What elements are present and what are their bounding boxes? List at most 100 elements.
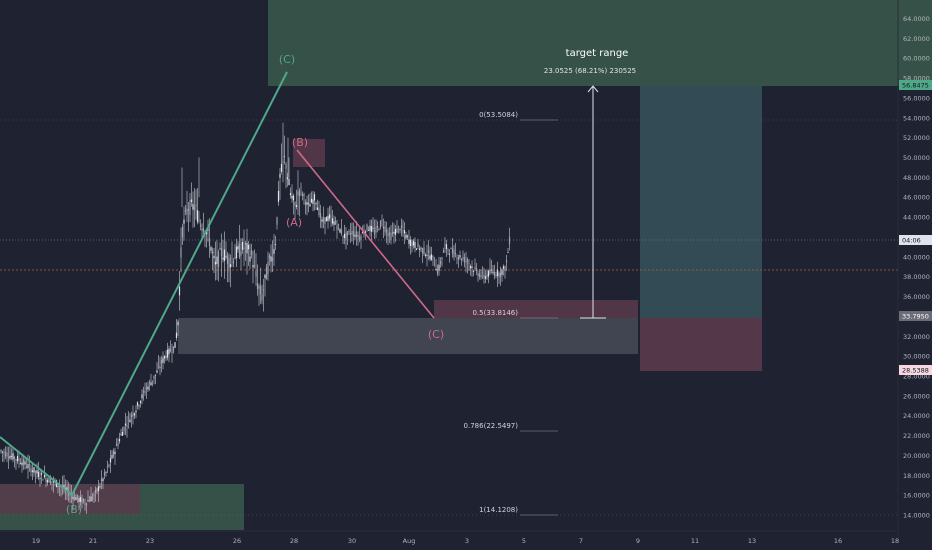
candle-body	[268, 255, 271, 259]
candle-body	[435, 268, 437, 271]
candle-body	[247, 245, 250, 250]
candle-body	[270, 256, 272, 262]
candle-body	[93, 494, 95, 496]
candle-body	[495, 275, 497, 277]
candle-body	[21, 462, 23, 466]
y-tick-label: 60.0000	[903, 55, 930, 63]
candle-body	[322, 217, 325, 222]
price-tag: 33.7950	[902, 313, 929, 321]
candle-body	[165, 356, 167, 359]
candle-body	[156, 370, 158, 373]
candle-body	[9, 455, 11, 459]
candle-body	[481, 271, 484, 273]
candle-body	[328, 214, 331, 219]
y-tick-label: 44.0000	[903, 214, 930, 222]
candle-body	[456, 258, 458, 260]
candle-body	[196, 210, 199, 222]
candle-body	[87, 500, 89, 502]
candle-body	[492, 271, 494, 273]
candle-body	[100, 478, 103, 482]
candle-body	[346, 231, 349, 236]
candle-body	[198, 219, 200, 221]
candle-body	[82, 499, 85, 502]
candle-body	[114, 451, 116, 455]
candle-body	[151, 380, 154, 382]
y-tick-label: 54.0000	[903, 114, 930, 122]
candle-body	[457, 257, 460, 259]
candle-body	[7, 457, 10, 459]
candle-body	[406, 235, 409, 237]
candle-body	[228, 257, 230, 269]
candle-body	[1, 451, 4, 453]
candle-body	[246, 242, 248, 254]
candle-body	[51, 481, 53, 483]
candle-body	[154, 374, 157, 376]
candle-body	[280, 163, 283, 172]
candle-body	[253, 264, 256, 266]
candle-body	[103, 472, 106, 476]
candle-body	[364, 231, 367, 234]
candle-body	[118, 439, 121, 442]
pink-wave-label-a: (A)	[286, 216, 302, 229]
candle-body	[306, 202, 308, 205]
pink-wave-line	[296, 149, 435, 319]
x-tick-label: 18	[891, 537, 899, 545]
candle-body	[219, 248, 221, 250]
candle-body	[313, 194, 316, 201]
candle-body	[144, 391, 146, 393]
candle-body	[447, 249, 449, 251]
candle-body	[225, 256, 227, 258]
candle-body	[501, 269, 503, 275]
candle-body	[27, 464, 29, 469]
candle-body	[261, 294, 263, 301]
candle-body	[222, 257, 224, 260]
candle-body	[189, 200, 191, 216]
candle-body	[340, 229, 343, 235]
candle-body	[409, 239, 412, 247]
candle-body	[430, 254, 433, 260]
candle-body	[49, 479, 52, 484]
x-tick-label: Aug	[403, 537, 416, 545]
candle-body	[382, 227, 385, 229]
candle-body	[502, 266, 505, 269]
candle-body	[400, 225, 403, 229]
candle-body	[418, 248, 421, 250]
x-tick-label: 26	[233, 537, 241, 545]
candle-body	[451, 248, 454, 254]
candle-body	[94, 490, 97, 492]
candle-body	[499, 272, 502, 277]
candle-body	[391, 232, 394, 235]
candle-body	[105, 472, 107, 474]
candle-body	[471, 266, 473, 268]
candle-body	[96, 488, 98, 492]
candle-body	[271, 257, 274, 262]
candle-body	[307, 203, 310, 205]
time-axis[interactable]: 19 21 23 26 28 30 Aug 3 5 7 9 11 13 16 18	[0, 530, 899, 545]
candle-body	[426, 255, 428, 256]
candle-body	[202, 228, 205, 232]
candle-body	[184, 210, 187, 212]
candle-body	[463, 257, 466, 263]
candle-body	[10, 455, 13, 457]
x-tick-label: 5	[522, 537, 526, 545]
candle-body	[207, 228, 209, 231]
x-tick-label: 7	[579, 537, 583, 545]
candle-body	[157, 365, 160, 367]
candle-body	[187, 208, 190, 212]
candle-body	[34, 471, 37, 473]
candle-body	[445, 244, 448, 250]
candle-body	[208, 238, 211, 247]
candle-body	[286, 177, 289, 180]
candle-body	[99, 486, 101, 488]
price-tag: 28.5388	[902, 367, 929, 375]
candle-body	[375, 227, 377, 232]
candle-body	[411, 242, 413, 247]
candle-body	[4, 451, 7, 457]
y-tick-label: 38.0000	[903, 273, 930, 281]
candle-body	[231, 258, 233, 260]
candle-body	[46, 480, 49, 483]
candle-body	[43, 474, 46, 478]
candle-body	[444, 244, 446, 246]
x-tick-label: 23	[146, 537, 154, 545]
